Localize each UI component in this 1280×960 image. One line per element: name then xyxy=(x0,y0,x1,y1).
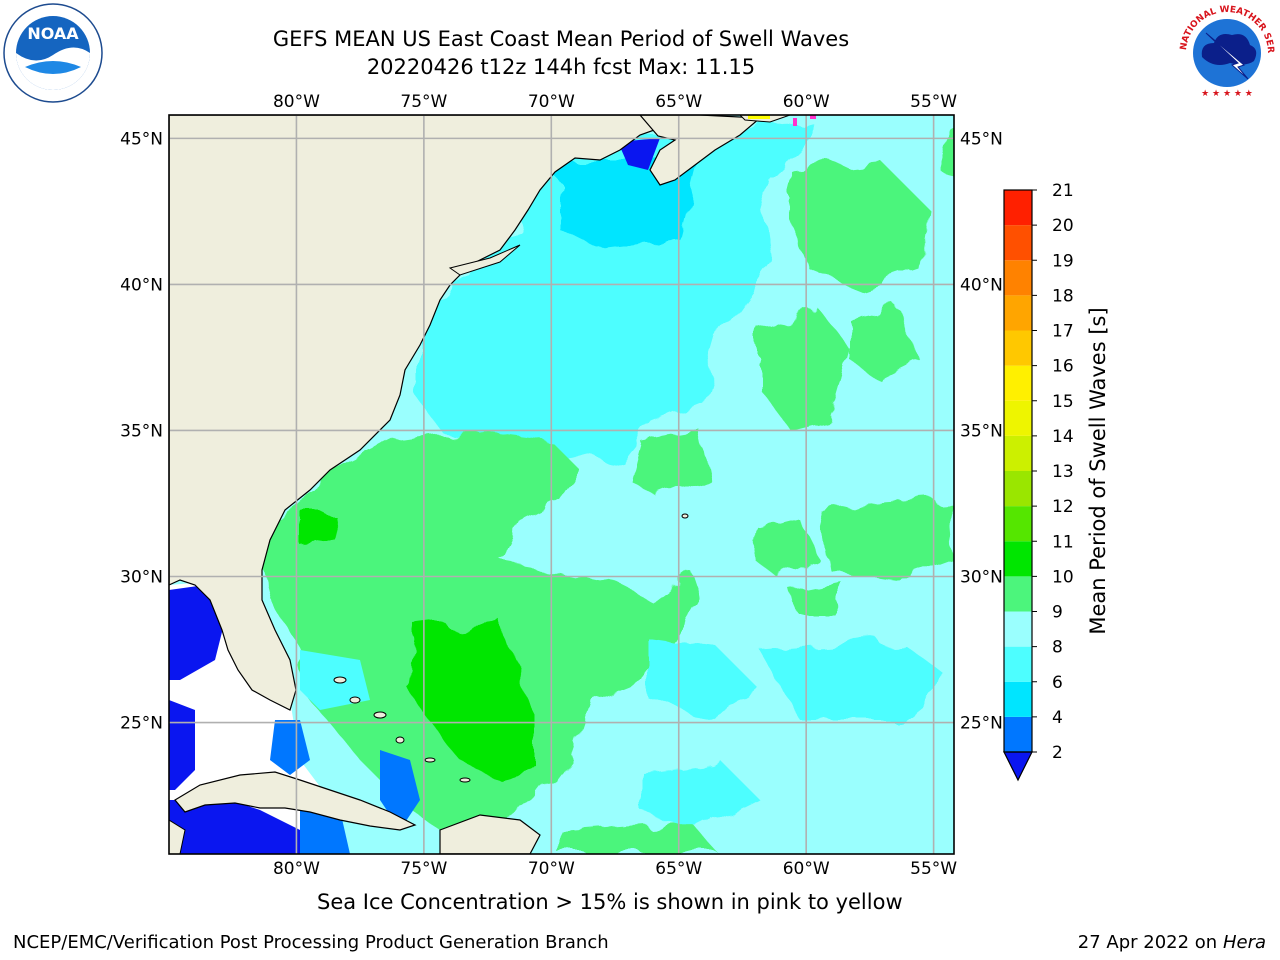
lat-tick-label: 25°N xyxy=(960,714,1003,734)
colorbar-segment xyxy=(1004,471,1032,507)
map-subtitle: 20220426 t12z 144h fcst Max: 11.15 xyxy=(366,55,756,79)
colorbar-segment xyxy=(1004,681,1032,717)
lat-tick-label: 40°N xyxy=(960,275,1003,295)
lon-tick-label: 75°W xyxy=(400,92,447,112)
noaa-logo: NOAA xyxy=(3,3,103,103)
colorbar-segment xyxy=(1004,400,1032,436)
lon-tick-label: 60°W xyxy=(783,859,830,879)
lon-tick-label: 60°W xyxy=(783,92,830,112)
footer-left: NCEP/EMC/Verification Post Processing Pr… xyxy=(13,932,609,953)
colorbar-label: 15 xyxy=(1052,392,1074,412)
colorbar-segment xyxy=(1004,646,1032,682)
lon-tick-label: 70°W xyxy=(528,859,575,879)
lon-labels-top: 80°W 75°W 70°W 65°W 60°W 55°W xyxy=(273,92,957,112)
map-title: GEFS MEAN US East Coast Mean Period of S… xyxy=(272,27,850,51)
land-cuba xyxy=(174,771,417,831)
map-plot-area xyxy=(169,115,954,854)
colorbar-segment xyxy=(1004,611,1032,647)
colorbar-label: 8 xyxy=(1052,638,1063,658)
colorbar-label: 2 xyxy=(1052,743,1063,763)
lat-tick-label: 35°N xyxy=(960,421,1003,441)
lon-tick-label: 55°W xyxy=(910,859,957,879)
sea-ice-caption: Sea Ice Concentration > 15% is shown in … xyxy=(317,890,903,914)
colorbar-under-triangle xyxy=(1003,751,1033,782)
lat-tick-label: 40°N xyxy=(120,275,163,295)
lat-labels-right: 45°N 40°N 35°N 30°N 25°N xyxy=(960,129,1003,733)
lon-labels-bottom: 80°W 75°W 70°W 65°W 60°W 55°W xyxy=(273,859,957,879)
noaa-logo-text: NOAA xyxy=(27,24,79,43)
lat-tick-label: 45°N xyxy=(120,129,163,149)
lat-tick-label: 35°N xyxy=(120,421,163,441)
sea-ice-marker xyxy=(793,118,797,126)
colorbar-label: 10 xyxy=(1052,567,1074,587)
colorbar: 2 4 6 8 9 10 11 12 13 14 15 16 17 18 19 20 21 Mean Period… xyxy=(1003,181,1110,782)
map-frame xyxy=(168,114,955,855)
colorbar-label: 6 xyxy=(1052,673,1063,693)
colorbar-label: 17 xyxy=(1052,322,1074,342)
bay-of-fundy-low xyxy=(618,138,660,170)
lat-labels-left: 45°N 40°N 35°N 30°N 25°N xyxy=(120,129,163,733)
colorbar-label: 19 xyxy=(1052,251,1074,271)
colorbar-segment xyxy=(1004,716,1032,752)
lat-tick-label: 30°N xyxy=(120,568,163,588)
colorbar-label: 11 xyxy=(1052,532,1074,552)
colorbar-segment xyxy=(1004,190,1032,226)
lon-tick-label: 80°W xyxy=(273,859,320,879)
lon-tick-label: 65°W xyxy=(655,92,702,112)
footer-host: Hera xyxy=(1222,932,1266,953)
colorbar-segment xyxy=(1004,260,1032,296)
colorbar-label: 4 xyxy=(1052,708,1063,728)
lat-tick-label: 25°N xyxy=(120,714,163,734)
colorbar-segment xyxy=(1004,435,1032,471)
lon-tick-label: 80°W xyxy=(273,92,320,112)
colorbar-label: 13 xyxy=(1052,462,1074,482)
lat-tick-label: 30°N xyxy=(960,568,1003,588)
lat-tick-label: 45°N xyxy=(960,129,1003,149)
colorbar-label: 16 xyxy=(1052,357,1074,377)
colorbar-label: 21 xyxy=(1052,181,1074,201)
svg-text:★ ★ ★ ★ ★: ★ ★ ★ ★ ★ xyxy=(1201,89,1253,99)
colorbar-segment xyxy=(1004,506,1032,542)
colorbar-segment xyxy=(1004,365,1032,401)
lon-tick-label: 55°W xyxy=(910,92,957,112)
land-bahamas xyxy=(333,513,689,783)
footer-right: 27 Apr 2022 on Hera xyxy=(1078,932,1266,953)
lon-tick-label: 65°W xyxy=(655,859,702,879)
graticule xyxy=(169,115,954,854)
colorbar-segment xyxy=(1004,541,1032,577)
lon-tick-label: 70°W xyxy=(528,92,575,112)
lon-tick-label: 75°W xyxy=(400,859,447,879)
colorbar-label: 14 xyxy=(1052,427,1074,447)
footer-date: 27 Apr 2022 on xyxy=(1077,932,1223,953)
colorbar-segment xyxy=(1004,330,1032,366)
colorbar-segment xyxy=(1004,295,1032,331)
nws-logo: NATIONAL WEATHER SERVICE ★ ★ ★ ★ ★ xyxy=(1176,3,1275,101)
colorbar-label: 20 xyxy=(1052,216,1074,236)
colorbar-segment xyxy=(1004,576,1032,612)
colorbar-label: 9 xyxy=(1052,603,1063,623)
colorbar-title: Mean Period of Swell Waves [s] xyxy=(1086,307,1110,634)
land-hispaniola xyxy=(439,814,541,854)
colorbar-label: 18 xyxy=(1052,286,1074,306)
colorbar-segment xyxy=(1004,225,1032,261)
colorbar-label: 12 xyxy=(1052,497,1074,517)
